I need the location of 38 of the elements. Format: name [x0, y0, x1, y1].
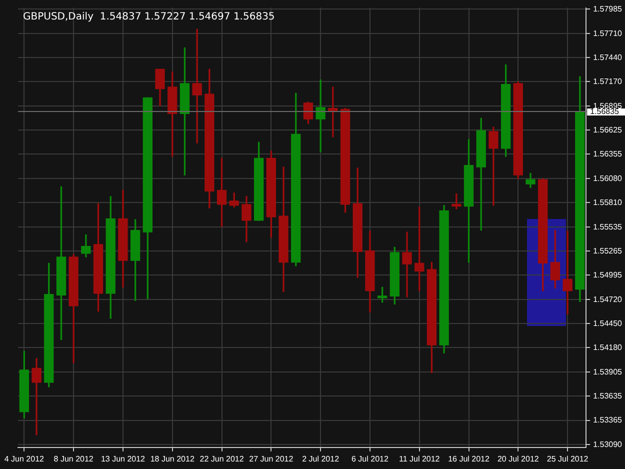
x-tick-label: 11 Jul 2012 [398, 454, 440, 464]
x-tick-label: 20 Jul 2012 [497, 454, 540, 464]
chart-title: GBPUSD,Daily 1.54837 1.57227 1.54697 1.56835 [23, 11, 275, 22]
x-tick-label: 18 Jun 2012 [150, 454, 195, 464]
y-tick-label: 1.53905 [593, 367, 623, 376]
y-tick-label: 1.56080 [593, 174, 623, 183]
y-tick-label: 1.57985 [593, 4, 623, 14]
y-tick-label: 1.53365 [593, 415, 623, 424]
x-tick-label: 2 Jul 2012 [302, 454, 340, 464]
y-tick-label: 1.53090 [593, 440, 623, 449]
x-tick-label: 13 Jun 2012 [100, 454, 146, 464]
x-tick-label: 22 Jun 2012 [200, 454, 244, 464]
candlestick [488, 126, 498, 206]
x-tick-label: 27 Jun 2012 [249, 454, 294, 464]
ref-line-label: 1.56835 [590, 107, 620, 116]
y-tick-label: 1.56355 [593, 149, 623, 158]
y-tick-label: 1.57440 [593, 52, 623, 62]
candlestick [562, 230, 572, 314]
candlestick [32, 358, 42, 436]
y-tick-label: 1.54180 [593, 342, 623, 352]
y-tick-label: 1.56625 [593, 125, 623, 134]
y-tick-label: 1.54995 [593, 270, 623, 280]
y-tick-label: 1.55810 [593, 198, 623, 207]
x-tick-label: 6 Jul 2012 [352, 454, 389, 464]
y-tick-label: 1.54450 [593, 318, 623, 328]
y-tick-label: 1.54720 [593, 294, 623, 304]
y-tick-label: 1.57170 [593, 76, 623, 86]
x-tick-label: 4 Jun 2012 [4, 454, 45, 464]
y-tick-label: 1.55535 [593, 222, 623, 232]
candlestick [402, 232, 412, 298]
candlestick [316, 80, 326, 152]
y-tick-label: 1.55265 [593, 246, 623, 256]
x-tick-label: 16 Jul 2012 [448, 454, 490, 464]
y-tick-label: 1.53635 [593, 391, 623, 400]
x-tick-label: 8 Jun 2012 [54, 454, 94, 464]
x-tick-label: 25 Jul 2012 [546, 454, 589, 464]
y-tick-label: 1.57710 [593, 28, 623, 38]
candlestick [192, 28, 202, 144]
